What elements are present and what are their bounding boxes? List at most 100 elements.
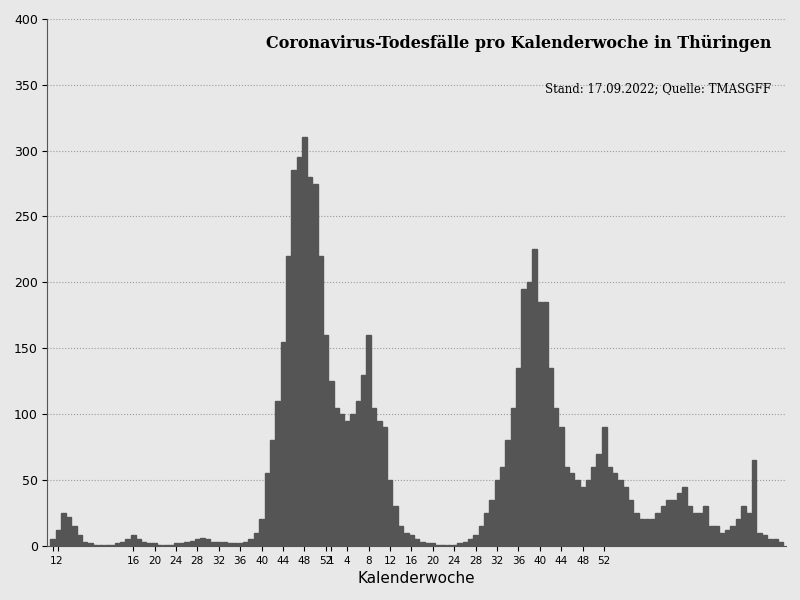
- Bar: [554, 407, 558, 546]
- Bar: [313, 184, 318, 546]
- Bar: [703, 506, 708, 546]
- Bar: [596, 454, 601, 546]
- Bar: [420, 542, 425, 546]
- Bar: [371, 407, 376, 546]
- Text: Stand: 17.09.2022; Quelle: TMASGFF: Stand: 17.09.2022; Quelle: TMASGFF: [546, 82, 771, 95]
- Bar: [393, 506, 398, 546]
- Bar: [607, 467, 612, 546]
- Bar: [136, 539, 141, 546]
- Bar: [671, 500, 676, 546]
- Bar: [661, 506, 666, 546]
- Bar: [682, 487, 687, 546]
- Bar: [446, 545, 451, 546]
- Bar: [778, 542, 783, 546]
- Bar: [687, 506, 692, 546]
- Bar: [281, 341, 286, 546]
- Bar: [494, 480, 499, 546]
- Bar: [243, 542, 248, 546]
- Bar: [543, 302, 548, 546]
- Bar: [559, 427, 564, 546]
- Bar: [318, 256, 323, 546]
- Bar: [698, 513, 703, 546]
- Bar: [114, 543, 119, 546]
- Bar: [211, 542, 216, 546]
- Bar: [751, 460, 757, 546]
- Bar: [639, 520, 644, 546]
- Bar: [650, 520, 654, 546]
- Bar: [94, 545, 98, 546]
- Bar: [506, 440, 510, 546]
- Bar: [516, 368, 521, 546]
- Bar: [291, 170, 296, 546]
- Bar: [709, 526, 714, 546]
- Bar: [666, 500, 670, 546]
- Bar: [345, 421, 350, 546]
- Bar: [195, 539, 200, 546]
- Bar: [339, 414, 344, 546]
- Bar: [490, 500, 494, 546]
- Bar: [130, 535, 135, 546]
- Bar: [474, 535, 478, 546]
- Bar: [254, 533, 258, 546]
- Bar: [725, 530, 730, 546]
- Bar: [677, 493, 682, 546]
- Bar: [714, 526, 719, 546]
- Bar: [538, 302, 542, 546]
- Bar: [591, 467, 596, 546]
- Bar: [361, 374, 366, 546]
- Bar: [329, 381, 334, 546]
- Bar: [286, 256, 290, 546]
- Bar: [634, 513, 638, 546]
- Bar: [184, 542, 189, 546]
- Bar: [168, 545, 173, 546]
- Bar: [50, 539, 55, 546]
- Bar: [216, 542, 221, 546]
- Bar: [500, 467, 505, 546]
- Bar: [302, 137, 307, 546]
- Bar: [735, 520, 740, 546]
- Bar: [458, 543, 462, 546]
- Bar: [478, 526, 483, 546]
- Bar: [526, 283, 532, 546]
- Bar: [436, 545, 441, 546]
- Bar: [72, 526, 77, 546]
- Bar: [152, 543, 157, 546]
- Bar: [77, 535, 82, 546]
- Bar: [88, 543, 93, 546]
- Bar: [602, 427, 606, 546]
- Bar: [120, 542, 125, 546]
- Bar: [163, 545, 168, 546]
- Bar: [275, 401, 280, 546]
- Bar: [655, 513, 660, 546]
- Bar: [227, 543, 232, 546]
- Bar: [409, 535, 414, 546]
- Bar: [222, 542, 226, 546]
- Bar: [377, 421, 382, 546]
- Bar: [730, 526, 735, 546]
- X-axis label: Kalenderwoche: Kalenderwoche: [358, 571, 476, 586]
- Bar: [575, 480, 580, 546]
- Bar: [265, 473, 270, 546]
- Bar: [158, 545, 162, 546]
- Bar: [425, 543, 430, 546]
- Bar: [773, 539, 778, 546]
- Bar: [388, 480, 393, 546]
- Bar: [233, 543, 238, 546]
- Bar: [270, 440, 274, 546]
- Bar: [66, 517, 71, 546]
- Bar: [430, 543, 435, 546]
- Bar: [510, 407, 515, 546]
- Bar: [190, 541, 194, 546]
- Bar: [548, 368, 553, 546]
- Bar: [618, 480, 622, 546]
- Bar: [613, 473, 618, 546]
- Text: Coronavirus-Todesfälle pro Kalenderwoche in Thüringen: Coronavirus-Todesfälle pro Kalenderwoche…: [266, 35, 771, 52]
- Bar: [414, 539, 419, 546]
- Bar: [61, 513, 66, 546]
- Bar: [762, 535, 767, 546]
- Bar: [142, 542, 146, 546]
- Bar: [174, 543, 178, 546]
- Bar: [398, 526, 403, 546]
- Bar: [110, 545, 114, 546]
- Bar: [323, 335, 328, 546]
